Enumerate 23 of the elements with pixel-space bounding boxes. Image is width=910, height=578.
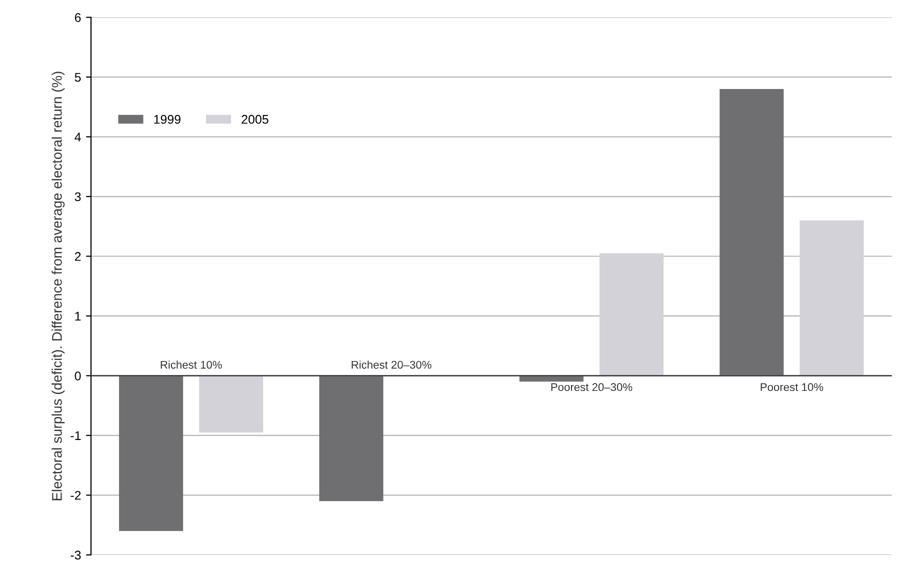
- y-tick-label: 0: [74, 372, 81, 380]
- x-tick-label: Poorest 20–30%: [551, 383, 632, 392]
- bar: [199, 376, 264, 432]
- x-tick-label: Richest 20–30%: [352, 360, 432, 369]
- y-tick-label: 5: [74, 72, 81, 82]
- y-tick-label: 6: [74, 13, 81, 22]
- bar: [600, 253, 664, 376]
- bar: [800, 220, 864, 376]
- y-tick-label: 4: [74, 132, 81, 142]
- legend-label: 1999: [154, 114, 180, 124]
- y-tick-label: 3: [74, 192, 81, 202]
- bar: [319, 376, 384, 502]
- x-tick-label: Richest 10%: [160, 360, 222, 369]
- x-tick-label: Poorest 10%: [760, 383, 824, 392]
- y-axis-title: Electoral surplus (deficit). Difference from average electoral return (%): [52, 72, 65, 500]
- bar: [720, 89, 784, 376]
- y-tick-label: 2: [74, 252, 81, 261]
- legend-label: 2005: [242, 114, 268, 124]
- y-tick-label: 1: [75, 312, 81, 321]
- bar: [119, 376, 184, 531]
- y-tick-label: -1: [70, 431, 81, 440]
- y-tick-label: -2: [70, 490, 81, 500]
- y-tick-label: -3: [70, 550, 81, 560]
